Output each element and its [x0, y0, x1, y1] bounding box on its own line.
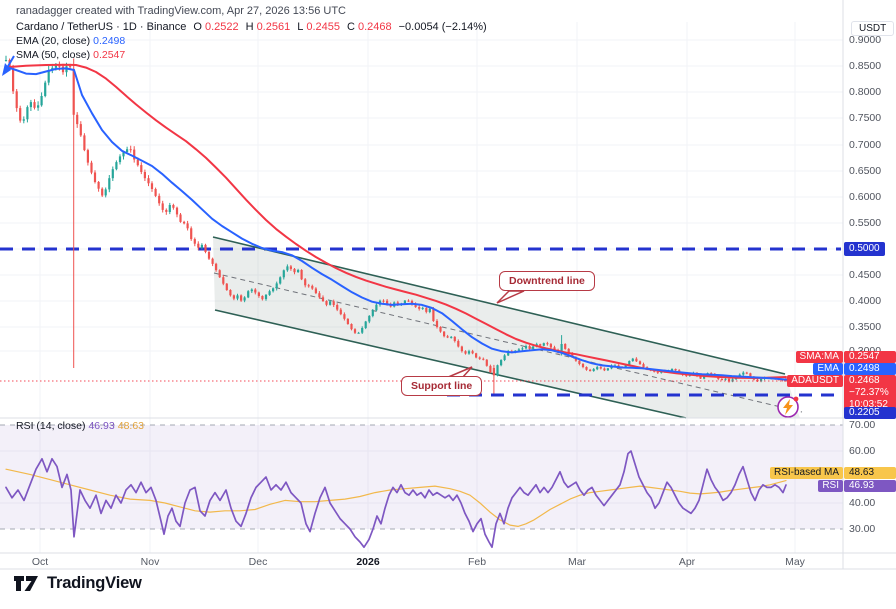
- idea-pin-icon[interactable]: [777, 396, 799, 418]
- last-price: 0.2468: [849, 375, 880, 386]
- rsi-tick-label: 60.00: [849, 445, 876, 457]
- open-label: O: [193, 21, 202, 33]
- sma-axis-value: 0.2547: [844, 351, 896, 363]
- downtrend-line-callout[interactable]: Downtrend line: [499, 271, 595, 291]
- high-label: H: [245, 21, 254, 33]
- price-tick-label: 0.5000: [844, 242, 885, 256]
- rsi-label: RSI (14, close): [16, 420, 86, 432]
- rsi-axis-value: 46.93: [844, 480, 896, 492]
- price-tick-label: 0.3500: [849, 321, 882, 333]
- sma-axis-label: SMA:MA: [795, 351, 843, 363]
- close-value: 0.2468: [357, 21, 392, 33]
- price-tick-label: 0.9000: [849, 34, 882, 46]
- ema-axis-label: EMA: [813, 363, 843, 375]
- price-change-pct: −72.37%: [849, 387, 889, 398]
- attribution-header: ranadagger created with TradingView.com,…: [16, 5, 346, 17]
- rsi-value: 46.93: [88, 420, 115, 432]
- price-tick-label: 0.5500: [849, 217, 882, 229]
- rsi-ma-value: 48.63: [117, 420, 145, 432]
- low-value: 0.2455: [306, 21, 340, 33]
- symbol-legend-row[interactable]: Cardano / TetherUS · 1D · Binance O 0.2522…: [16, 21, 487, 33]
- ema-legend-row[interactable]: EMA (20, close) 0.2498: [16, 35, 125, 47]
- time-tick-label: May: [785, 556, 805, 568]
- price-tick-label: 0.8500: [849, 60, 882, 72]
- rsi-tick-label: 70.00: [849, 419, 876, 431]
- rsi-ma-axis-label: RSI-based MA: [769, 467, 843, 479]
- low-label: L: [297, 21, 304, 33]
- time-tick-label: Feb: [467, 556, 487, 568]
- tradingview-watermark: TradingView: [14, 574, 142, 593]
- bar-countdown: 10:03:52: [849, 399, 888, 410]
- symbol-axis-label: ADAUSDT: [787, 375, 843, 387]
- price-tick-label: 0.4000: [849, 295, 882, 307]
- support-level-axis-badge: 0.2205: [844, 407, 896, 419]
- tradingview-logo-icon: [14, 576, 38, 591]
- sma-label: SMA (50, close): [16, 49, 91, 61]
- sma-value: 0.2547: [93, 49, 126, 61]
- time-tick-label: Oct: [31, 556, 49, 568]
- price-tick-label: 0.7000: [849, 139, 882, 151]
- price-tick-label: 0.7500: [849, 112, 882, 124]
- rsi-ma-axis-value: 48.63: [844, 467, 896, 479]
- open-value: 0.2522: [204, 21, 239, 33]
- ema-label: EMA (20, close): [16, 35, 91, 47]
- time-tick-label: Apr: [678, 556, 696, 568]
- support-line-callout[interactable]: Support line: [401, 376, 483, 396]
- symbol-title: Cardano / TetherUS · 1D · Binance: [16, 21, 187, 33]
- price-tick-label: 0.4500: [849, 269, 882, 281]
- ema-axis-value: 0.2498: [844, 363, 896, 375]
- rsi-tick-label: 40.00: [849, 497, 876, 509]
- rsi-legend-row[interactable]: RSI (14, close) 46.93 48.63: [16, 420, 144, 432]
- price-axis-currency-button[interactable]: USDT: [851, 21, 895, 36]
- price-tick-label: 0.6000: [849, 191, 882, 203]
- change-value: −0.0054 (−2.14%): [398, 21, 487, 33]
- price-tick-label: 0.8000: [849, 86, 882, 98]
- time-tick-label: 2026: [356, 556, 380, 568]
- price-tick-label: 0.6500: [849, 165, 882, 177]
- rsi-tick-label: 30.00: [849, 523, 876, 535]
- close-label: C: [347, 21, 355, 33]
- rsi-axis-label: RSI: [818, 480, 843, 492]
- time-tick-label: Mar: [567, 556, 587, 568]
- ema-value: 0.2498: [93, 35, 126, 47]
- last-price-axis-badge: 0.2468 −72.37% 10:03:52: [844, 375, 896, 411]
- watermark-text: TradingView: [47, 574, 142, 592]
- time-tick-label: Nov: [140, 556, 160, 568]
- high-value: 0.2561: [256, 21, 291, 33]
- time-tick-label: Dec: [248, 556, 268, 568]
- sma-legend-row[interactable]: SMA (50, close) 0.2547: [16, 49, 125, 61]
